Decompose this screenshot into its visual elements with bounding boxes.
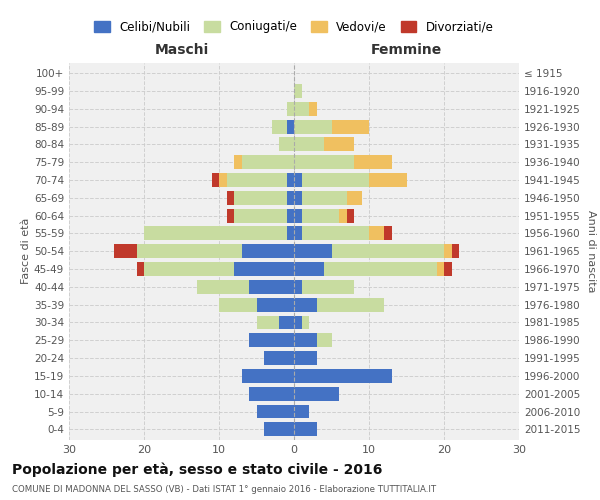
Bar bbox=[241, 156, 294, 169]
Bar bbox=[384, 226, 392, 240]
Bar bbox=[212, 173, 219, 187]
Text: Maschi: Maschi bbox=[154, 43, 209, 57]
Bar bbox=[302, 173, 369, 187]
Bar bbox=[294, 316, 302, 330]
Bar bbox=[294, 120, 331, 134]
Bar bbox=[317, 334, 331, 347]
Bar bbox=[279, 316, 294, 330]
Y-axis label: Fasce di età: Fasce di età bbox=[21, 218, 31, 284]
Bar bbox=[287, 208, 294, 222]
Bar bbox=[234, 208, 287, 222]
Bar bbox=[294, 298, 317, 312]
Bar bbox=[302, 191, 347, 205]
Bar bbox=[294, 102, 309, 116]
Bar bbox=[287, 191, 294, 205]
Bar bbox=[294, 191, 302, 205]
Text: COMUNE DI MADONNA DEL SASSO (VB) - Dati ISTAT 1° gennaio 2016 - Elaborazione TUT: COMUNE DI MADONNA DEL SASSO (VB) - Dati … bbox=[12, 485, 436, 494]
Bar bbox=[241, 369, 294, 383]
Bar bbox=[331, 244, 444, 258]
Bar bbox=[437, 262, 444, 276]
Bar bbox=[309, 102, 317, 116]
Bar bbox=[294, 404, 309, 418]
Y-axis label: Anni di nascita: Anni di nascita bbox=[586, 210, 596, 292]
Legend: Celibi/Nubili, Coniugati/e, Vedovi/e, Divorziati/e: Celibi/Nubili, Coniugati/e, Vedovi/e, Di… bbox=[90, 16, 498, 38]
Bar bbox=[294, 334, 317, 347]
Bar bbox=[369, 173, 407, 187]
Bar bbox=[294, 387, 339, 400]
Bar bbox=[294, 173, 302, 187]
Bar bbox=[287, 173, 294, 187]
Bar bbox=[137, 244, 241, 258]
Bar bbox=[294, 138, 324, 151]
Bar bbox=[227, 173, 287, 187]
Bar bbox=[294, 351, 317, 365]
Bar bbox=[331, 120, 369, 134]
Bar bbox=[227, 191, 234, 205]
Bar bbox=[264, 351, 294, 365]
Bar bbox=[249, 334, 294, 347]
Bar bbox=[294, 280, 302, 294]
Bar bbox=[302, 316, 309, 330]
Bar bbox=[452, 244, 459, 258]
Bar bbox=[294, 208, 302, 222]
Bar bbox=[347, 191, 361, 205]
Bar bbox=[302, 280, 354, 294]
Bar bbox=[287, 120, 294, 134]
Bar bbox=[264, 422, 294, 436]
Bar bbox=[114, 244, 137, 258]
Bar bbox=[257, 316, 279, 330]
Bar bbox=[137, 262, 144, 276]
Bar bbox=[227, 208, 234, 222]
Bar bbox=[271, 120, 287, 134]
Text: Femmine: Femmine bbox=[371, 43, 442, 57]
Bar bbox=[219, 298, 257, 312]
Bar bbox=[294, 156, 354, 169]
Bar bbox=[444, 244, 452, 258]
Bar bbox=[302, 226, 369, 240]
Bar bbox=[294, 226, 302, 240]
Bar bbox=[369, 226, 384, 240]
Bar bbox=[294, 262, 324, 276]
Bar bbox=[234, 156, 241, 169]
Bar bbox=[444, 262, 452, 276]
Bar bbox=[197, 280, 249, 294]
Bar bbox=[302, 208, 339, 222]
Bar bbox=[324, 262, 437, 276]
Bar bbox=[144, 226, 287, 240]
Bar bbox=[294, 422, 317, 436]
Bar bbox=[257, 298, 294, 312]
Bar bbox=[219, 173, 227, 187]
Bar bbox=[287, 102, 294, 116]
Bar bbox=[294, 84, 302, 98]
Bar bbox=[287, 226, 294, 240]
Bar bbox=[294, 369, 392, 383]
Bar bbox=[347, 208, 354, 222]
Bar bbox=[294, 244, 331, 258]
Bar bbox=[354, 156, 392, 169]
Bar bbox=[339, 208, 347, 222]
Bar bbox=[234, 191, 287, 205]
Bar bbox=[279, 138, 294, 151]
Bar bbox=[324, 138, 354, 151]
Bar bbox=[234, 262, 294, 276]
Bar bbox=[249, 387, 294, 400]
Bar bbox=[249, 280, 294, 294]
Bar bbox=[144, 262, 234, 276]
Bar bbox=[241, 244, 294, 258]
Bar bbox=[257, 404, 294, 418]
Bar bbox=[317, 298, 384, 312]
Text: Popolazione per età, sesso e stato civile - 2016: Popolazione per età, sesso e stato civil… bbox=[12, 462, 382, 477]
